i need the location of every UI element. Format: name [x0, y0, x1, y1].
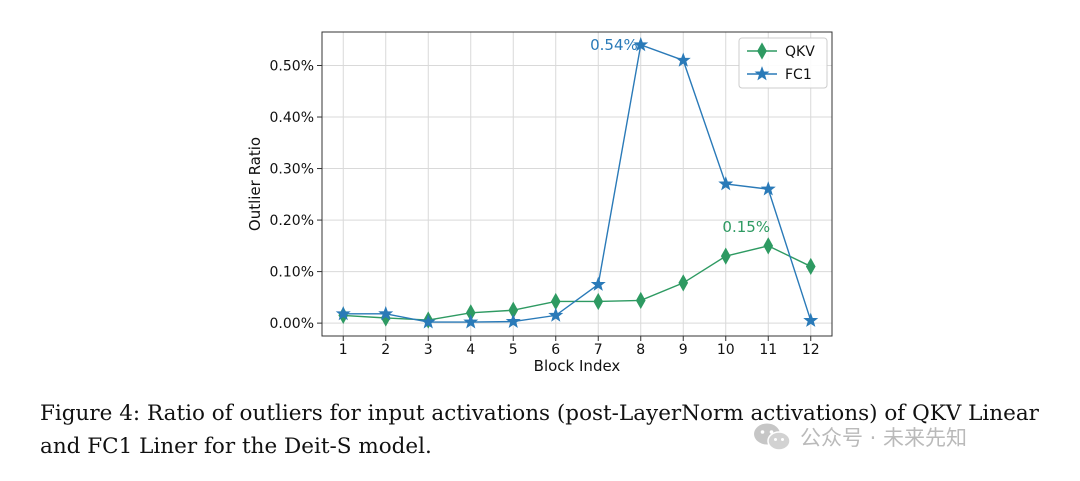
- qkv-point: [550, 292, 561, 311]
- y-tick-label: 0.00%: [270, 316, 314, 332]
- series-layer: [335, 37, 819, 329]
- x-tick-label: 9: [679, 342, 688, 358]
- fc1-point: [420, 314, 436, 329]
- x-tick-label: 3: [424, 342, 433, 358]
- series-fc1: [335, 37, 819, 329]
- y-tick-label: 0.20%: [270, 213, 314, 229]
- x-tick-label: 1: [339, 342, 348, 358]
- y-tick-label: 0.40%: [270, 110, 314, 126]
- watermark: 公众号 · 未来先知: [752, 420, 967, 454]
- legend-label-qkv: QKV: [785, 44, 815, 60]
- legend-marker-qkv: [757, 42, 767, 60]
- qkv-point: [763, 237, 774, 255]
- wechat-icon: [754, 423, 791, 451]
- line-chart: 1 2 3 4 5 6 7 8 9 10 11 120.00%0.10%0.20%0.30%0.40%…: [246, 31, 833, 375]
- fc1-point: [378, 305, 394, 321]
- fc1-point: [718, 176, 734, 191]
- y-axis-label: Outlier Ratio: [246, 137, 264, 231]
- fc1-point: [335, 305, 351, 321]
- fc1-point: [803, 312, 819, 327]
- qkv-point: [720, 247, 731, 265]
- x-tick-label: 12: [802, 342, 820, 358]
- annotation-fc1: 0.54%: [590, 36, 638, 54]
- x-tick-label: 6: [551, 342, 560, 358]
- fc1-point: [633, 37, 649, 52]
- x-axis-label: Block Index: [534, 357, 621, 375]
- y-tick-label: 0.50%: [270, 58, 314, 74]
- axes-frame: [321, 31, 833, 337]
- series-qkv: [338, 237, 816, 329]
- x-tick-label: 7: [594, 342, 603, 358]
- legend: QKV FC1: [738, 37, 828, 89]
- figure-caption: Figure 4: Ratio of outliers for input ac…: [40, 401, 1039, 459]
- qkv-point: [678, 274, 689, 292]
- fc1-point: [760, 181, 776, 196]
- fc1-line: [343, 43, 812, 323]
- fc1-point: [505, 313, 521, 328]
- legend-label-fc1: FC1: [785, 67, 812, 83]
- legend-marker-fc1: [754, 66, 770, 81]
- axis-ticks: 1 2 3 4 5 6 7 8 9 10 11 120.00%0.10%0.20%0.30%0.40%…: [270, 58, 820, 358]
- legend-item-qkv: QKV: [747, 42, 815, 60]
- fc1-point: [463, 314, 479, 329]
- y-tick-label: 0.10%: [270, 265, 314, 281]
- x-tick-label: 4: [466, 342, 475, 358]
- x-tick-label: 5: [509, 342, 518, 358]
- x-tick-label: 2: [381, 342, 390, 358]
- x-tick-label: 11: [759, 342, 777, 358]
- fc1-point: [675, 52, 691, 67]
- x-tick-label: 10: [717, 342, 735, 358]
- legend-item-fc1: FC1: [747, 66, 812, 83]
- watermark-text: 公众号 · 未来先知: [800, 426, 968, 450]
- fc1-point: [590, 276, 606, 291]
- qkv-point: [805, 257, 816, 276]
- fc1-point: [548, 307, 564, 322]
- annotations: 0.54% 0.15%: [590, 36, 770, 236]
- qkv-point: [593, 292, 604, 311]
- x-tick-label: 8: [636, 342, 645, 358]
- annotation-qkv: 0.15%: [722, 218, 770, 236]
- y-tick-label: 0.30%: [270, 162, 314, 178]
- qkv-line: [343, 245, 812, 321]
- qkv-point: [635, 291, 646, 310]
